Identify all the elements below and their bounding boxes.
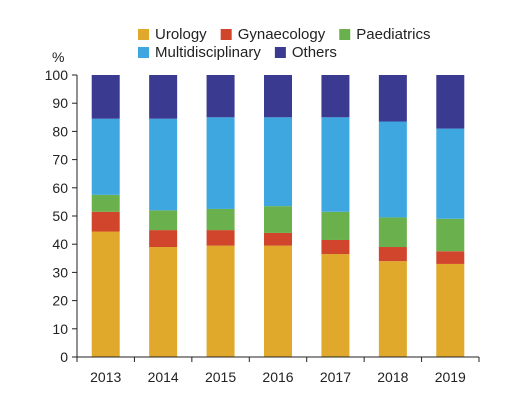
legend-label-others: Others <box>292 44 337 61</box>
bar-multidisciplinary-2016 <box>264 117 292 207</box>
bar-urology-2015 <box>206 245 235 357</box>
bar-urology-2019 <box>436 263 465 357</box>
bar-gynaecology-2018 <box>378 247 407 262</box>
legend-swatch-urology <box>138 29 149 40</box>
bar-urology-2014 <box>149 247 178 357</box>
x-tick-label-2016: 2016 <box>262 369 293 385</box>
y-tick-label: 0 <box>60 349 68 365</box>
bar-urology-2017 <box>321 254 350 357</box>
legend-label-multidisciplinary: Multidisciplinary <box>155 44 261 61</box>
y-tick-label: 10 <box>52 321 68 337</box>
bar-multidisciplinary-2019 <box>436 128 465 219</box>
x-tick-label-2018: 2018 <box>377 369 408 385</box>
legend-swatch-multidisciplinary <box>138 47 149 58</box>
legend-swatch-others <box>274 47 286 58</box>
y-tick-label: 60 <box>52 180 68 196</box>
bar-multidisciplinary-2014 <box>149 118 178 211</box>
bar-urology-2013 <box>91 231 120 357</box>
bar-paediatrics-2014 <box>149 210 178 231</box>
legend: Urology Gynaecology Paediatrics Multidiscip… <box>138 26 430 61</box>
y-tick-label: 90 <box>52 95 68 111</box>
y-tick-label: 100 <box>45 67 69 83</box>
bar-gynaecology-2016 <box>264 232 292 246</box>
bar-multidisciplinary-2013 <box>91 118 120 195</box>
x-tick-label-2017: 2017 <box>320 369 351 385</box>
bar-paediatrics-2018 <box>378 217 407 248</box>
y-tick-label: 40 <box>52 236 68 252</box>
legend-label-paediatrics: Paediatrics <box>356 26 430 43</box>
y-axis-unit-label: % <box>52 49 64 65</box>
legend-swatch-gynaecology <box>220 29 232 40</box>
y-tick-label: 70 <box>52 152 68 168</box>
y-tick-label: 50 <box>52 208 68 224</box>
bars <box>91 75 465 357</box>
y-tick-label: 30 <box>52 264 68 280</box>
bar-others-2014 <box>149 75 178 119</box>
axes: 0 10 20 30 40 50 60 70 80 90 100 2013 2014 2015 2016 20… <box>45 67 480 385</box>
bar-urology-2018 <box>378 261 407 357</box>
legend-swatch-paediatrics <box>339 29 351 40</box>
y-tick-label: 80 <box>52 123 68 139</box>
bar-paediatrics-2019 <box>436 218 465 252</box>
x-tick-label-2019: 2019 <box>435 369 466 385</box>
bar-paediatrics-2016 <box>264 206 292 233</box>
bar-others-2017 <box>321 75 350 118</box>
legend-label-urology: Urology <box>155 26 207 43</box>
bar-multidisciplinary-2018 <box>378 121 407 218</box>
bar-urology-2016 <box>264 245 292 357</box>
bar-paediatrics-2015 <box>206 208 235 231</box>
bar-others-2015 <box>206 75 235 118</box>
bar-others-2016 <box>264 75 292 118</box>
bar-gynaecology-2019 <box>436 251 465 264</box>
bar-gynaecology-2013 <box>91 211 120 232</box>
x-tick-label-2015: 2015 <box>205 369 236 385</box>
bar-others-2019 <box>436 75 465 129</box>
x-tick-label-2014: 2014 <box>148 369 179 385</box>
bar-gynaecology-2015 <box>206 230 235 246</box>
bar-others-2018 <box>378 75 407 122</box>
bar-multidisciplinary-2017 <box>321 117 350 212</box>
bar-paediatrics-2013 <box>91 194 120 212</box>
bar-others-2013 <box>91 75 120 119</box>
bar-gynaecology-2017 <box>321 239 350 255</box>
bar-paediatrics-2017 <box>321 211 350 240</box>
bar-gynaecology-2014 <box>149 230 178 248</box>
y-tick-label: 20 <box>52 293 68 309</box>
x-tick-label-2013: 2013 <box>90 369 121 385</box>
legend-label-gynaecology: Gynaecology <box>238 26 326 43</box>
bar-multidisciplinary-2015 <box>206 117 235 209</box>
